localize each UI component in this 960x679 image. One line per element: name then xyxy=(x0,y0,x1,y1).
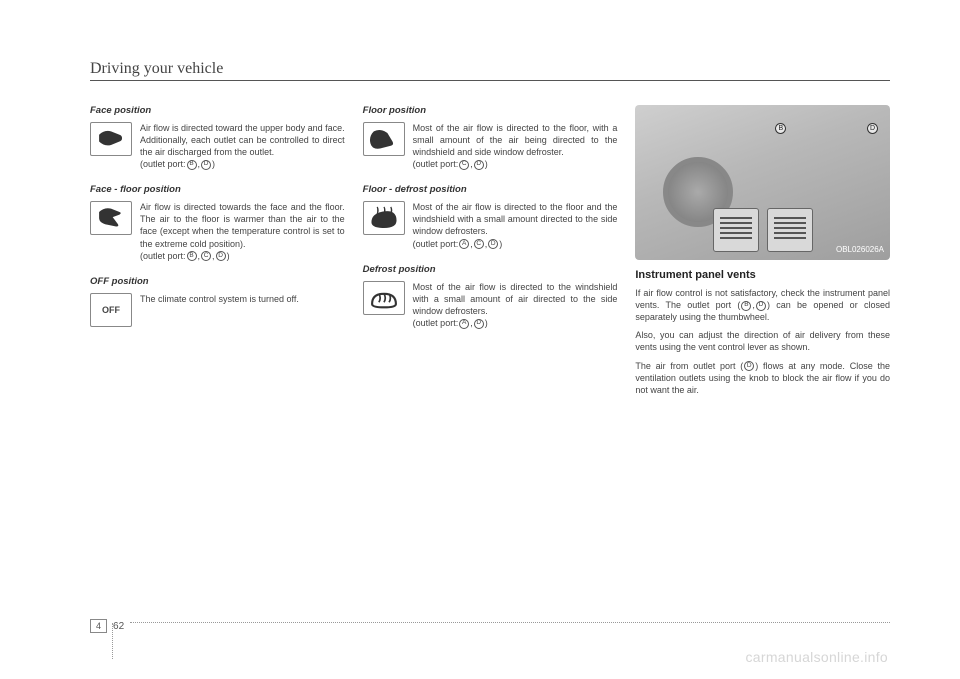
header-rule: Driving your vehicle xyxy=(90,60,890,81)
column-1: Face position Air flow is directed towar… xyxy=(90,105,345,402)
content-columns: Face position Air flow is directed towar… xyxy=(90,105,890,402)
page-number: 62 xyxy=(113,621,124,632)
port-d-icon: D xyxy=(488,239,498,249)
port-c-icon: C xyxy=(459,160,469,170)
port-d-icon: D xyxy=(201,160,211,170)
face-floor-mode-icon xyxy=(90,201,132,235)
floor-outlet-suffix: ) xyxy=(485,159,488,169)
port-d-icon: D xyxy=(474,160,484,170)
column-2: Floor position Most of the air flow is d… xyxy=(363,105,618,402)
section-face: Face position Air flow is directed towar… xyxy=(90,105,345,170)
port-b-icon: B xyxy=(741,301,751,311)
watermark-text: carmanualsonline.info xyxy=(746,649,889,665)
port-a-icon: A xyxy=(459,239,469,249)
port-c-icon: C xyxy=(201,251,211,261)
facefloor-title: Face - floor position xyxy=(90,184,345,197)
chapter-number: 4 xyxy=(90,619,107,633)
footer-dotted-rule xyxy=(130,622,890,623)
floor-mode-icon xyxy=(363,122,405,156)
floordef-text: Most of the air flow is directed to the … xyxy=(413,202,618,236)
floordef-outlet-prefix: (outlet port: xyxy=(413,239,459,249)
off-icon-label: OFF xyxy=(102,304,120,316)
floor-text: Most of the air flow is directed to the … xyxy=(413,123,618,157)
port-b-icon: B xyxy=(187,160,197,170)
vents-para-3: The air from outlet port (D) flows at an… xyxy=(635,360,890,396)
floordef-outlet-suffix: ) xyxy=(499,239,502,249)
floordef-desc: Most of the air flow is directed to the … xyxy=(413,201,618,250)
facefloor-text: Air flow is directed towards the face an… xyxy=(140,202,345,248)
facefloor-desc: Air flow is directed towards the face an… xyxy=(140,201,345,262)
column-3: B D OBL026026A Instrument panel vents If… xyxy=(635,105,890,402)
defrost-outlet-prefix: (outlet port: xyxy=(413,318,459,328)
face-outlet-suffix: ) xyxy=(212,159,215,169)
floor-outlet-prefix: (outlet port: xyxy=(413,159,459,169)
section-face-floor: Face - floor position Air flow is direct… xyxy=(90,184,345,262)
manual-page: Driving your vehicle Face position Air f… xyxy=(0,0,960,679)
port-d-icon: D xyxy=(474,319,484,329)
vents-para-2: Also, you can adjust the direction of ai… xyxy=(635,329,890,353)
floor-defrost-mode-icon xyxy=(363,201,405,235)
vent-detail-left xyxy=(713,208,759,252)
marker-b: B xyxy=(775,123,786,134)
facefloor-outlet-prefix: (outlet port: xyxy=(140,251,186,261)
face-text: Air flow is directed toward the upper bo… xyxy=(140,123,345,157)
section-defrost: Defrost position Most of the air flow is… xyxy=(363,264,618,329)
defrost-text: Most of the air flow is directed to the … xyxy=(413,282,618,316)
face-outlet-prefix: (outlet port: xyxy=(140,159,186,169)
marker-d: D xyxy=(867,123,878,134)
floordef-title: Floor - defrost position xyxy=(363,184,618,197)
defrost-desc: Most of the air flow is directed to the … xyxy=(413,281,618,330)
section-header: Driving your vehicle xyxy=(90,60,223,80)
port-b-icon: B xyxy=(187,251,197,261)
port-c-icon: C xyxy=(474,239,484,249)
p3a: The air from outlet port ( xyxy=(635,361,743,371)
face-title: Face position xyxy=(90,105,345,118)
section-floor: Floor position Most of the air flow is d… xyxy=(363,105,618,170)
face-desc: Air flow is directed toward the upper bo… xyxy=(140,122,345,171)
floor-title: Floor position xyxy=(363,105,618,118)
port-a-icon: A xyxy=(459,319,469,329)
defrost-mode-icon xyxy=(363,281,405,315)
floor-desc: Most of the air flow is directed to the … xyxy=(413,122,618,171)
dashboard-illustration: B D OBL026026A xyxy=(635,105,890,260)
vent-detail-right xyxy=(767,208,813,252)
off-title: OFF position xyxy=(90,276,345,289)
defrost-title: Defrost position xyxy=(363,264,618,277)
page-footer: 4 62 xyxy=(90,619,124,633)
image-code: OBL026026A xyxy=(836,245,884,256)
section-off: OFF position OFF The climate control sys… xyxy=(90,276,345,327)
face-mode-icon xyxy=(90,122,132,156)
section-floor-defrost: Floor - defrost position Most of the air… xyxy=(363,184,618,249)
off-desc: The climate control system is turned off… xyxy=(140,293,345,327)
port-d-icon: D xyxy=(216,251,226,261)
vents-heading: Instrument panel vents xyxy=(635,268,890,283)
off-mode-icon: OFF xyxy=(90,293,132,327)
facefloor-outlet-suffix: ) xyxy=(227,251,230,261)
vents-para-1: If air flow control is not satisfactory,… xyxy=(635,287,890,323)
port-d-icon: D xyxy=(756,301,766,311)
port-d-icon: D xyxy=(744,361,754,371)
defrost-outlet-suffix: ) xyxy=(485,318,488,328)
